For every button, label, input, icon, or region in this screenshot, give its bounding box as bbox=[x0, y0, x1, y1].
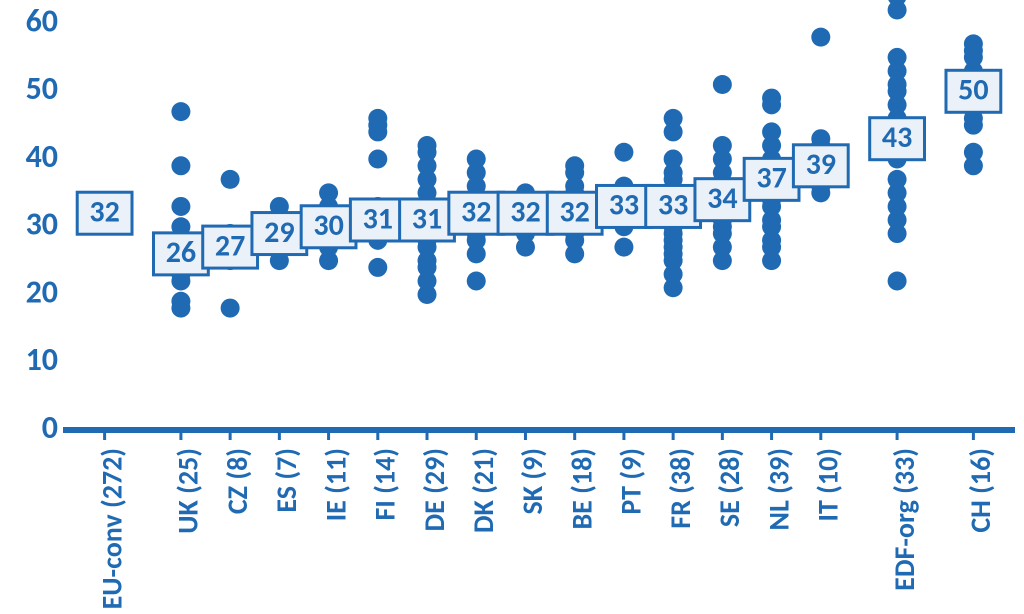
median-value-label: 27 bbox=[215, 227, 245, 264]
median-value-label: 32 bbox=[510, 193, 540, 230]
median-value-label: 37 bbox=[756, 160, 786, 197]
median-value-label: 33 bbox=[658, 187, 688, 224]
x-tick-label: PT (9) bbox=[614, 448, 649, 515]
data-point bbox=[221, 170, 240, 189]
data-point bbox=[664, 150, 683, 169]
y-tick-label: 20 bbox=[26, 272, 58, 311]
data-point bbox=[762, 89, 781, 108]
x-tick-label: ES (7) bbox=[269, 448, 304, 513]
y-tick-label: 60 bbox=[26, 1, 58, 40]
data-point bbox=[171, 197, 190, 216]
data-point bbox=[418, 136, 437, 155]
x-tick-label: IE (11) bbox=[318, 448, 353, 521]
data-point bbox=[888, 170, 907, 189]
x-tick-label: UK (25) bbox=[171, 448, 206, 534]
data-point bbox=[368, 258, 387, 277]
data-point bbox=[614, 143, 633, 162]
median-value-label: 30 bbox=[313, 207, 343, 244]
data-point bbox=[888, 271, 907, 290]
data-point bbox=[565, 156, 584, 175]
data-point bbox=[713, 136, 732, 155]
data-point bbox=[964, 143, 983, 162]
data-point bbox=[221, 299, 240, 318]
median-value-label: 33 bbox=[609, 187, 639, 224]
median-value-label: 32 bbox=[559, 193, 589, 230]
x-tick-label: CZ (8) bbox=[220, 448, 255, 514]
data-point bbox=[664, 109, 683, 128]
data-point bbox=[713, 75, 732, 94]
x-tick-label: CH (16) bbox=[963, 448, 998, 533]
data-point bbox=[368, 109, 387, 128]
data-point bbox=[171, 102, 190, 121]
x-tick-label: NL (39) bbox=[761, 448, 796, 530]
median-value-label: 32 bbox=[89, 193, 119, 230]
x-tick-label: IT (10) bbox=[811, 448, 846, 522]
y-tick-label: 30 bbox=[26, 205, 58, 244]
data-point bbox=[467, 271, 486, 290]
median-value-label: 43 bbox=[882, 119, 912, 156]
data-point bbox=[319, 183, 338, 202]
median-value-label: 31 bbox=[412, 200, 442, 237]
median-value-label: 26 bbox=[166, 234, 196, 271]
median-value-label: 29 bbox=[264, 214, 294, 251]
median-value-label: 39 bbox=[806, 146, 836, 183]
median-value-label: 31 bbox=[363, 200, 393, 237]
median-value-label: 32 bbox=[461, 193, 491, 230]
y-tick-label: 50 bbox=[26, 69, 58, 108]
data-point bbox=[811, 28, 830, 47]
y-tick-label: 10 bbox=[26, 340, 58, 379]
data-point bbox=[964, 34, 983, 53]
y-tick-label: 40 bbox=[26, 137, 58, 176]
data-point bbox=[762, 122, 781, 141]
median-value-label: 50 bbox=[958, 72, 988, 109]
y-tick-label: 0 bbox=[42, 408, 58, 447]
x-tick-label: FR (38) bbox=[663, 448, 698, 529]
x-tick-label: DK (21) bbox=[466, 448, 501, 533]
data-point bbox=[171, 292, 190, 311]
strip-chart-svg: 0 10 20 30 40 50 60 32 26 27 29 30 31 31 32 32 32 33 33 34 3… bbox=[0, 0, 1024, 614]
chart-container: 0 10 20 30 40 50 60 32 26 27 29 30 31 31 32 32 32 33 33 34 3… bbox=[0, 0, 1024, 614]
data-point bbox=[368, 150, 387, 169]
x-tick-label: DE (29) bbox=[417, 448, 452, 531]
data-point bbox=[171, 156, 190, 175]
x-tick-label: FI (14) bbox=[368, 448, 403, 520]
data-point bbox=[467, 150, 486, 169]
x-tick-label: EU-conv (272) bbox=[94, 448, 129, 609]
x-tick-label: SE (28) bbox=[712, 448, 747, 527]
data-point bbox=[888, 48, 907, 67]
median-value-label: 34 bbox=[707, 180, 737, 217]
x-tick-label: BE (18) bbox=[564, 448, 599, 530]
x-tick-label: SK (9) bbox=[515, 448, 550, 515]
data-point bbox=[614, 238, 633, 257]
x-tick-label: EDF-org (33) bbox=[887, 448, 922, 591]
